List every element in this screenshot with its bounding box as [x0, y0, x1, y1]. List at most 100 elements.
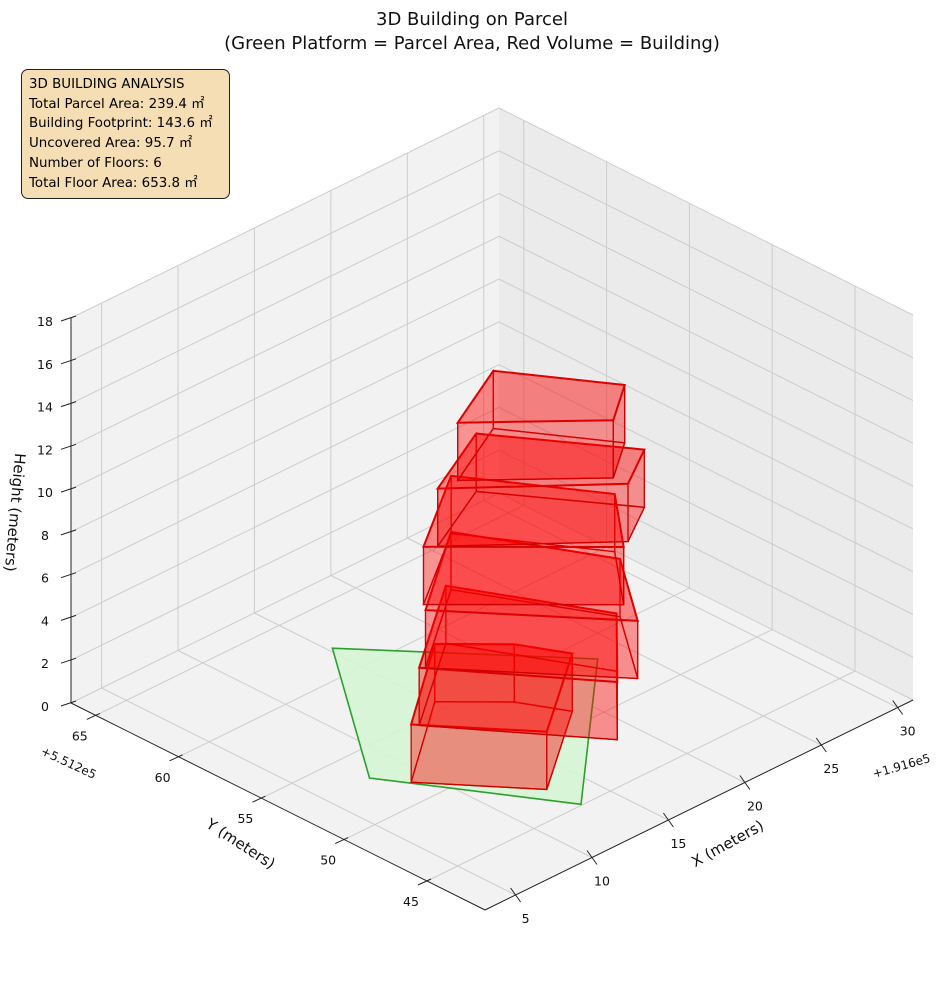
grid-line-z — [498, 492, 914, 701]
floor-wall-face — [422, 546, 625, 606]
x-axis-line — [484, 699, 914, 911]
floor-top-face — [455, 369, 627, 424]
z-tick-mark — [60, 700, 77, 707]
floor-wall-face — [457, 419, 614, 482]
x-axis-label: X (meters) — [688, 816, 766, 870]
y-tick-label: 45 — [403, 894, 419, 909]
info-line: Number of Floors: 6 — [29, 155, 162, 171]
floor-5 — [435, 431, 646, 549]
z-tick-label: 14 — [37, 400, 53, 415]
x-tick-mark — [815, 737, 827, 753]
z-tick-label: 4 — [41, 613, 49, 628]
grid-line-y — [426, 670, 856, 882]
z-tick-mark — [60, 486, 77, 493]
tick-labels: 5 10 15 20 25 30 45 50 55 60 65 0 2 4 6 8 10 12 14 16 18 — [37, 314, 916, 926]
floor-1 — [409, 642, 574, 791]
floor-top-face — [417, 584, 619, 684]
y-tick-label: 65 — [72, 728, 88, 743]
y-tick-mark — [417, 878, 432, 886]
grid-line-z — [70, 321, 500, 533]
analysis-info-box: 3D BUILDING ANALYSIS Total Parcel Area: … — [21, 69, 230, 199]
z-tick-mark — [60, 315, 77, 322]
z-tick-mark — [60, 614, 77, 621]
y-axis-line — [70, 702, 486, 911]
y-tick-mark — [169, 754, 183, 762]
z-tick-label: 10 — [37, 485, 53, 500]
z-tick-mark — [60, 358, 77, 365]
x-tick-mark — [510, 887, 522, 903]
grid-line-z — [498, 364, 914, 573]
grid-line-z — [498, 235, 914, 444]
grid-line-z — [70, 107, 500, 319]
parcel-polygon — [331, 647, 599, 806]
grid-line-z — [70, 449, 500, 661]
floor-wall-face — [437, 483, 629, 547]
grid-line-z — [498, 321, 914, 530]
grid-line-z — [70, 364, 500, 576]
floor-6 — [455, 368, 627, 483]
x-tick-label: 25 — [823, 761, 839, 776]
grid-line-x — [407, 537, 822, 746]
floor-wall-face — [410, 723, 548, 791]
z-tick-mark — [60, 443, 77, 450]
back-pane-x — [499, 108, 913, 700]
floor-top-face — [409, 642, 574, 733]
parcel-platform — [331, 647, 599, 806]
grid-line-z — [70, 150, 500, 362]
floor-top-face — [435, 432, 646, 490]
y-tick-mark — [334, 837, 349, 845]
grid-line-z — [70, 235, 500, 447]
x-tick-label: 30 — [900, 724, 916, 739]
floor-wall-face — [424, 609, 639, 680]
chart-title: 3D Building on Parcel — [376, 9, 568, 30]
x-axis-offset: +1.916e5 — [871, 751, 932, 781]
x-tick-label: 10 — [594, 874, 610, 889]
info-line: Total Floor Area: 653.8 ㎡ — [29, 175, 198, 191]
axis-lines — [70, 318, 914, 911]
floor-2 — [417, 584, 619, 741]
z-tick-label: 12 — [37, 442, 53, 457]
grid-line-z — [70, 193, 500, 405]
z-tick-label: 0 — [41, 699, 49, 714]
z-tick-mark — [60, 529, 77, 536]
grid-line-z — [498, 278, 914, 487]
z-tick-mark — [60, 401, 77, 408]
info-line: Total Parcel Area: 239.4 ㎡ — [29, 96, 205, 112]
chart-subtitle: (Green Platform = Parcel Area, Red Volum… — [224, 33, 720, 54]
y-tick-mark — [252, 795, 266, 803]
grid-line-z — [70, 492, 500, 704]
grid-line-y — [95, 504, 525, 716]
grid-line-x — [483, 500, 898, 708]
x-tick-label: 5 — [522, 911, 530, 926]
grid-line-z — [70, 406, 500, 618]
x-tick-mark — [892, 700, 904, 715]
building-volume — [409, 368, 646, 791]
floor-top-face — [422, 474, 625, 549]
y-tick-label: 60 — [155, 770, 171, 785]
z-tick-mark — [60, 572, 77, 579]
grid-line-z — [498, 107, 914, 316]
y-tick-label: 50 — [320, 853, 336, 868]
z-tick-label: 18 — [37, 314, 53, 329]
z-axis-label: Height (meters) — [1, 452, 29, 572]
y-tick-label: 55 — [237, 811, 253, 826]
info-line: Uncovered Area: 95.7 ㎡ — [29, 136, 193, 152]
y-tick-mark — [86, 712, 101, 720]
x-tick-mark — [662, 812, 674, 828]
x-tick-mark — [739, 775, 751, 790]
z-tick-label: 16 — [37, 357, 53, 372]
floor-4 — [422, 474, 625, 606]
grid-line-z — [498, 150, 914, 359]
grid-line-z — [498, 193, 914, 402]
z-tick-label: 6 — [41, 571, 49, 586]
info-heading: 3D BUILDING ANALYSIS — [29, 77, 185, 92]
y-axis-offset: +5.512e5 — [39, 744, 99, 782]
z-tick-mark — [60, 657, 77, 664]
grid-line-x — [101, 687, 516, 896]
x-tick-label: 15 — [670, 836, 686, 851]
z-tick-label: 2 — [41, 656, 49, 671]
x-tick-mark — [586, 850, 598, 865]
grid-line-z — [70, 278, 500, 490]
info-line: Building Footprint: 143.6 ㎡ — [29, 116, 213, 132]
